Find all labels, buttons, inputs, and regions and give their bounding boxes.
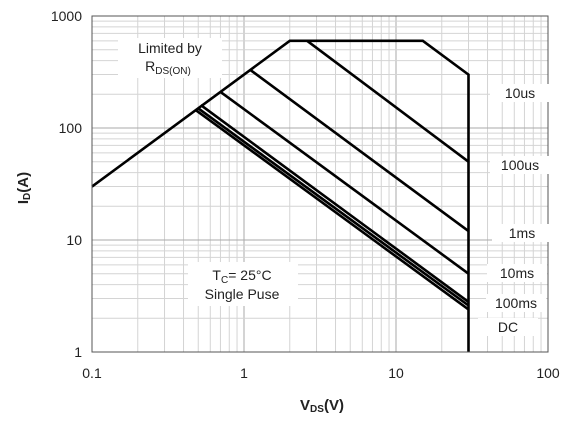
curve-label-bg xyxy=(486,294,546,312)
curve-labels: 10us 100us 1ms 10ms 100ms DC xyxy=(478,84,552,336)
curve-label-100us: 100us xyxy=(501,157,539,173)
series-line-DC xyxy=(194,108,470,311)
y-axis-title: ID(A) xyxy=(15,172,33,204)
annotation-limited-bg xyxy=(118,38,222,78)
series-line-100us xyxy=(249,68,470,233)
y-tick-label: 10 xyxy=(66,232,82,248)
x-tick-label: 1 xyxy=(240,365,248,381)
x-tick-label: 0.1 xyxy=(82,365,102,381)
curve-label-bg xyxy=(487,264,547,282)
series-line-100ms xyxy=(197,107,470,307)
y-tick-label: 1 xyxy=(74,344,82,360)
curve-label-DC: DC xyxy=(498,319,518,335)
series-line-10us xyxy=(306,39,470,163)
curve-label-bg xyxy=(478,318,538,336)
annotation-limited-line1: Limited by xyxy=(138,40,202,56)
annotation-conditions-line2: Single Puse xyxy=(205,286,280,302)
x-axis-title: VDS(V) xyxy=(300,397,344,415)
y-tick-label: 100 xyxy=(59,120,83,136)
annotation-conditions-line1: TC= 25°C xyxy=(212,267,271,286)
plot-frame xyxy=(91,15,549,353)
y-tick-label: 1000 xyxy=(51,8,82,24)
annotation-conditions-bg xyxy=(188,262,298,306)
x-tick-label: 10 xyxy=(388,365,404,381)
annotation-limited-bg-rect xyxy=(118,38,222,78)
soa-boundary xyxy=(91,39,470,352)
curve-label-bg xyxy=(490,156,550,174)
curve-label-bg xyxy=(492,224,552,242)
curve-label-bg xyxy=(490,84,550,102)
curves xyxy=(91,39,470,352)
x-tick-label: 100 xyxy=(536,365,560,381)
curve-label-100ms: 100ms xyxy=(495,295,537,311)
series-line-1ms xyxy=(219,90,470,275)
curve-label-10ms: 10ms xyxy=(500,265,534,281)
curve-label-10us: 10us xyxy=(505,85,535,101)
series-line-10ms xyxy=(200,104,470,303)
annotation-limited-line2: RDS(ON) xyxy=(145,58,191,77)
curve-label-1ms: 1ms xyxy=(509,225,535,241)
